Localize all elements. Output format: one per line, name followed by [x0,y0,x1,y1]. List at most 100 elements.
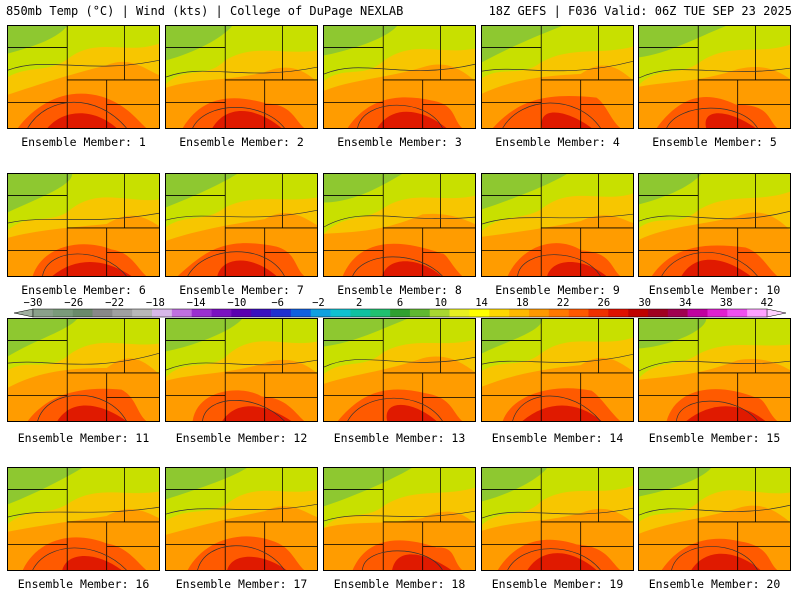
colorbar-tick-label: 10 [434,297,447,309]
colorbar-swatch [727,309,748,317]
colorbar-tick-label: 22 [557,297,570,309]
colorbar-tick-label: 2 [356,297,362,309]
colorbar-swatch [588,309,609,317]
colorbar-tick-label: −2 [312,297,325,309]
colorbar-swatch [548,309,569,317]
ensemble-map-panel [7,467,160,571]
ensemble-member-label: Ensemble Member: 12 [175,431,308,445]
colorbar-swatch [350,309,371,317]
colorbar-swatch [568,309,589,317]
colorbar-swatch [290,309,312,317]
colorbar-swatch [92,309,113,317]
ensemble-map-panel [323,25,476,129]
ensemble-member-label: Ensemble Member: 11 [17,431,150,445]
ensemble-map-panel [638,318,791,422]
colorbar-swatch [112,309,133,317]
ensemble-member-label: Ensemble Member: 18 [333,577,466,591]
colorbar-swatch [528,309,550,317]
ensemble-map-panel [165,318,318,422]
colorbar-swatch [409,309,431,317]
colorbar-swatch [271,309,292,317]
ensemble-map-panel [7,25,160,129]
colorbar-swatch [449,309,470,317]
ensemble-member-label: Ensemble Member: 16 [17,577,150,591]
colorbar-tick-label: 14 [475,297,488,309]
colorbar-swatch [608,309,629,317]
ensemble-map-panel [481,467,634,571]
temperature-colorbar: −30 −26 −22 −18 −14 −10 −6 −2 2 6 10 14 18 22 26 30 34 38… [13,297,787,318]
ensemble-member-label: Ensemble Member: 6 [21,283,146,297]
ensemble-member-label: Ensemble Member: 5 [652,135,777,149]
ensemble-member-label: Ensemble Member: 7 [179,283,304,297]
ensemble-member-label: Ensemble Member: 2 [179,135,304,149]
ensemble-map-panel [323,318,476,422]
model-run-info: 18Z GEFS | F036 Valid: 06Z TUE SEP 23 20… [488,4,792,18]
colorbar-tick-label: 38 [720,297,733,309]
colorbar-swatch [72,309,93,317]
ensemble-map-panel [323,467,476,571]
colorbar-swatch [628,309,649,317]
ensemble-map-panel [638,25,791,129]
colorbar-swatch [370,309,391,317]
colorbar-tick-label: −14 [187,297,206,309]
colorbar-swatch [747,309,768,317]
colorbar-swatch [132,309,153,317]
colorbar-swatch [191,309,212,317]
colorbar-tick-label: 26 [598,297,611,309]
colorbar-swatch [647,309,669,317]
colorbar-swatch [251,309,272,317]
colorbar-tick-label: 6 [397,297,403,309]
ensemble-member-label: Ensemble Member: 17 [175,577,308,591]
ensemble-map-panel [481,25,634,129]
colorbar-min-arrow [13,308,34,318]
colorbar-swatch [33,309,54,317]
colorbar-swatch [667,309,688,317]
ensemble-member-label: Ensemble Member: 4 [495,135,620,149]
ensemble-member-label: Ensemble Member: 3 [337,135,462,149]
ensemble-map-panel [165,173,318,277]
colorbar-swatch [707,309,728,317]
colorbar-tick-label: −26 [64,297,83,309]
ensemble-map-panel [481,173,634,277]
colorbar-swatch [687,309,708,317]
colorbar-swatch [310,309,331,317]
ensemble-map-panel [165,467,318,571]
colorbar-swatch [330,309,351,317]
colorbar-tick-label: 34 [679,297,692,309]
colorbar-tick-label: −22 [105,297,124,309]
colorbar-swatch [469,309,490,317]
colorbar-swatch [489,309,510,317]
ensemble-member-label: Ensemble Member: 1 [21,135,146,149]
ensemble-member-label: Ensemble Member: 20 [648,577,781,591]
colorbar-tick-label: −6 [271,297,284,309]
ensemble-map-panel [7,173,160,277]
colorbar-tick-label: 42 [761,297,774,309]
ensemble-map-panel [638,173,791,277]
colorbar-tick-label: 18 [516,297,529,309]
colorbar-tick-label: −30 [24,297,43,309]
colorbar-tick-label: −10 [227,297,246,309]
ensemble-map-panel [165,25,318,129]
colorbar-tick-label: 30 [638,297,651,309]
colorbar-swatch [171,309,193,317]
ensemble-member-label: Ensemble Member: 15 [648,431,781,445]
ensemble-map-panel [481,318,634,422]
colorbar-swatch [509,309,530,317]
colorbar-swatch [211,309,232,317]
colorbar-tick-label: −18 [146,297,165,309]
colorbar-max-arrow [766,308,787,318]
colorbar-swatch [152,309,173,317]
map-title: 850mb Temp (°C) | Wind (kts) | College o… [6,4,404,18]
ensemble-map-panel [7,318,160,422]
ensemble-map-panel [638,467,791,571]
ensemble-member-label: Ensemble Member: 9 [495,283,620,297]
colorbar-swatch [429,309,450,317]
colorbar-swatch [231,309,252,317]
ensemble-member-label: Ensemble Member: 10 [648,283,781,297]
colorbar-swatch [52,309,73,317]
colorbar-swatch [390,309,411,317]
ensemble-member-label: Ensemble Member: 8 [337,283,462,297]
ensemble-member-label: Ensemble Member: 19 [491,577,624,591]
ensemble-map-panel [323,173,476,277]
ensemble-member-label: Ensemble Member: 14 [491,431,624,445]
